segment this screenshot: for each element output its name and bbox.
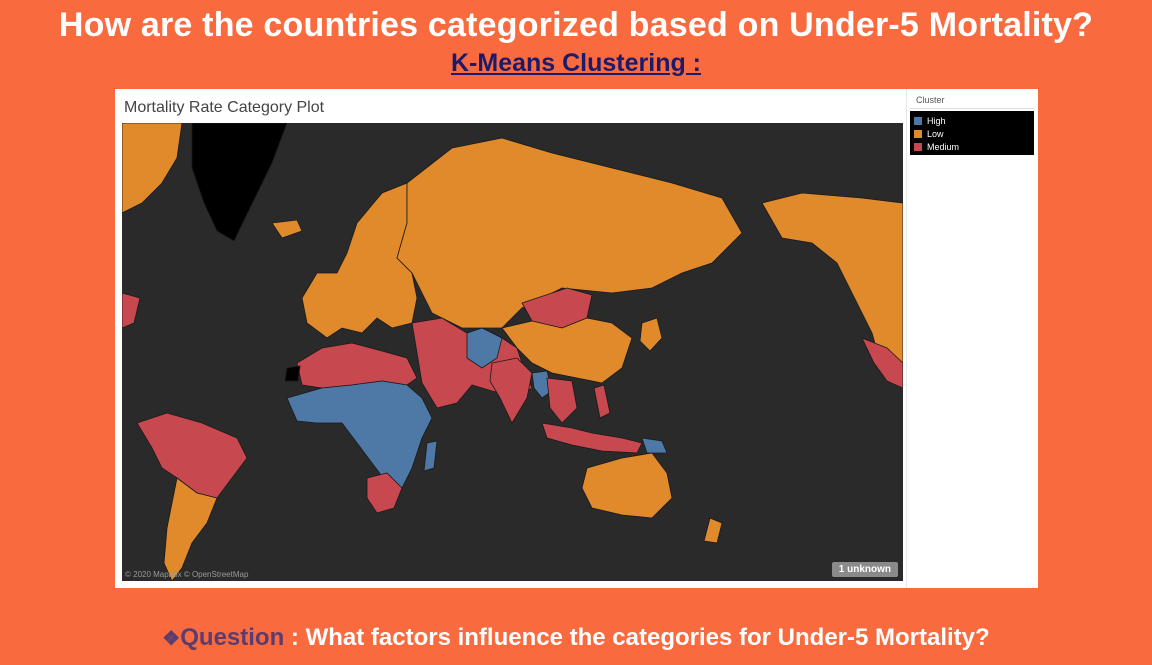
viz-panel: Mortality Rate Category Plot [115,89,1038,588]
page-title: How are the countries categorized based … [58,6,1094,44]
region-japan[interactable] [639,317,663,352]
region-png[interactable] [641,437,668,454]
region-pakistan[interactable] [466,327,503,369]
legend-label: Medium [927,141,960,152]
cluster-legend: Cluster High Low Medium [910,92,1034,155]
region-mexico-west[interactable] [861,337,903,389]
legend-label: High [927,115,946,126]
region-indonesia[interactable] [541,422,643,454]
question-footer: ❖Question : What factors influence the c… [0,622,1152,655]
region-iceland[interactable] [271,219,303,239]
region-indochina[interactable] [546,377,578,424]
legend-swatch-high [914,116,922,125]
choropleth-map[interactable]: © 2020 Mapbox © OpenStreetMap 1 unknown [122,123,903,581]
region-india[interactable] [489,357,533,424]
world-map-svg [122,123,903,581]
region-russia[interactable] [396,137,743,329]
legend-divider [906,89,907,588]
map-attribution: © 2020 Mapbox © OpenStreetMap [125,570,249,579]
region-central-america[interactable] [122,292,141,329]
region-greenland[interactable] [191,123,288,242]
region-north-africa[interactable] [296,342,418,389]
legend-item-low[interactable]: Low [910,127,1034,140]
question-text: : What factors influence the categories … [284,624,990,651]
region-south-america-south[interactable] [163,477,218,581]
unknown-badge[interactable]: 1 unknown [831,562,898,577]
page-subtitle: K-Means Clustering : [450,49,702,77]
legend-box: High Low Medium [910,111,1034,155]
legend-title: Cluster [910,92,1034,109]
viz-title: Mortality Rate Category Plot [124,99,325,116]
region-canada[interactable] [122,123,183,214]
region-australia[interactable] [581,452,673,519]
region-sub-saharan-africa[interactable] [286,380,433,489]
region-southern-africa[interactable] [366,472,403,514]
legend-swatch-medium [914,142,922,151]
region-philippines[interactable] [593,384,611,419]
diamond-bullet-icon: ❖ [162,628,181,650]
region-south-america-north[interactable] [136,412,248,499]
legend-label: Low [927,128,944,139]
legend-item-high[interactable]: High [910,114,1034,127]
region-western-sahara[interactable] [284,365,301,382]
region-madagascar[interactable] [423,440,438,472]
region-new-zealand[interactable] [703,517,723,544]
legend-swatch-low [914,129,922,138]
region-china[interactable] [501,317,633,384]
legend-item-medium[interactable]: Medium [910,140,1034,153]
question-label: Question [180,624,285,651]
